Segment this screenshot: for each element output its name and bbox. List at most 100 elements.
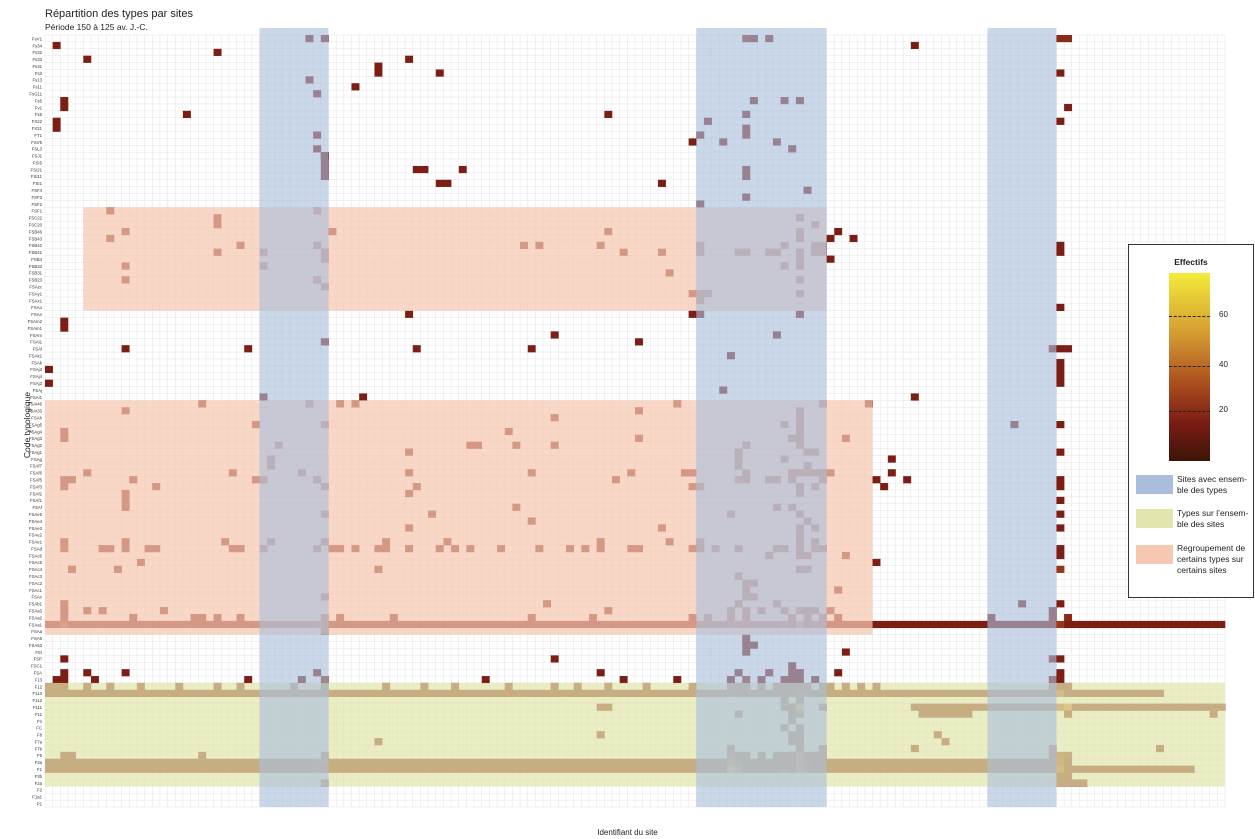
heatmap-cell (1194, 620, 1203, 629)
heatmap-cell (374, 62, 383, 70)
heatmap-cell (895, 620, 904, 629)
legend-swatch-types (1136, 509, 1173, 528)
y-tick-label: F112 (33, 698, 43, 703)
y-tick-label: FSI (35, 650, 42, 655)
heatmap-cell (1056, 248, 1065, 256)
heatmap-cell (60, 669, 69, 677)
y-tick-label: FSAi46 (28, 402, 43, 407)
heatmap-cell (834, 228, 843, 236)
chart-title: Répartition des types par sites (45, 8, 193, 20)
heatmap-cell (887, 469, 896, 477)
heatmap-cell (1056, 496, 1065, 505)
y-tick-label: F113 (33, 691, 43, 696)
x-axis-label: Identifiant du site (597, 828, 658, 837)
heatmap-cell (657, 179, 666, 187)
heatmap-cell (1056, 372, 1065, 380)
y-tick-label: FSAa2 (29, 615, 43, 620)
heatmap-cell (374, 69, 383, 77)
y-tick-label: FSL3 (32, 147, 43, 152)
heatmap-cell (90, 676, 99, 684)
y-tick-label: FsG11 (29, 92, 42, 97)
y-tick-label: Fs13 (32, 78, 42, 83)
heatmap-cell (83, 55, 92, 63)
y-axis-label: Code typologique (22, 391, 32, 459)
legend-swatch-groups (1136, 545, 1173, 564)
heatmap-cell (949, 620, 958, 629)
legend-label-sites: Sites avec ensem- ble des types (1177, 474, 1247, 495)
heatmap-cell (910, 393, 919, 401)
heatmap-cell (550, 331, 559, 339)
heatmap-cell (52, 41, 61, 50)
y-tick-label: FSAc4 (29, 567, 43, 572)
heatmap-cell (244, 345, 253, 353)
y-tick-label: Fs5 (35, 98, 43, 103)
y-tick-label: FSAg1 (29, 450, 43, 455)
y-tick-label: Fx5 (35, 112, 43, 117)
y-tick-label: FSAm2 (28, 319, 43, 324)
heatmap-cell (1163, 620, 1172, 629)
y-tick-label: F2a (35, 781, 43, 786)
heatmap-cell (826, 234, 835, 243)
heatmap-cell (1133, 620, 1142, 629)
heatmap-cell (926, 620, 935, 629)
y-tick-label: FSB33 (29, 264, 43, 269)
y-tick-label: F111 (33, 705, 43, 710)
heatmap-cell (979, 620, 988, 629)
heatmap-cell (1079, 620, 1088, 629)
heatmap-cell (1056, 565, 1065, 573)
y-tick-label: FSAm1 (28, 326, 43, 331)
y-tick-label: FSA (34, 671, 42, 676)
y-tick-label: FSAc5 (29, 560, 43, 565)
legend: Effectifs 60 40 20 Sites avec ensem- ble… (1128, 244, 1254, 598)
y-tick-label: FSC22 (29, 216, 43, 221)
y-tick-label: FSI5 (33, 160, 43, 165)
y-tick-label: Fs32 (32, 50, 42, 55)
heatmap-cell (60, 103, 69, 112)
y-tick-label: P1 (37, 801, 43, 806)
heatmap-cell (52, 124, 61, 132)
chart-subtitle: Période 150 à 125 av. J.-C. (45, 22, 148, 32)
y-tick-label: F1a1 (32, 795, 42, 800)
colorbar-tick-label: 60 (1219, 310, 1228, 319)
heatmap-cell (1202, 620, 1210, 629)
y-tick-label: FSI21 (31, 167, 43, 172)
legend-label-types: Types sur l’ensem- ble des sites (1177, 508, 1249, 529)
y-tick-label: F13 (35, 677, 43, 682)
colorbar (1169, 273, 1210, 461)
heatmap-cell (604, 110, 613, 119)
heatmap-cell (673, 676, 682, 684)
heatmap-cell (1056, 483, 1065, 491)
legend-label-groups: Regroupement de certains types sur certa… (1177, 543, 1246, 575)
y-tick-label: FSF1 (31, 209, 42, 214)
heatmap-cell (872, 620, 881, 629)
heatmap-cell (1110, 620, 1119, 629)
y-tick-label: FSAh (31, 415, 42, 420)
heatmap-cell (52, 676, 61, 684)
sites-band (696, 28, 827, 807)
heatmap-cell (887, 455, 896, 463)
y-tick-label: F3a (35, 760, 43, 765)
heatmap-cell (841, 648, 850, 656)
heatmap-cell (1209, 620, 1218, 629)
y-tick-label: Fv1 (35, 105, 43, 110)
heatmap-cell (405, 55, 414, 63)
y-tick-label: FSAl1 (30, 340, 42, 345)
heatmap-cell (1064, 345, 1073, 353)
legend-swatch-sites (1136, 475, 1173, 494)
heatmap-cell (964, 620, 973, 629)
y-tick-label: FSAg4 (29, 429, 43, 434)
heatmap-cell (458, 165, 467, 174)
heatmap-cell (121, 345, 130, 353)
y-tick-label: FT1 (34, 133, 42, 138)
sites-band (987, 28, 1057, 807)
y-tick-label: FSAj4 (30, 374, 42, 379)
heatmap-cell (121, 669, 130, 677)
heatmap-cell (1217, 620, 1226, 629)
heatmap-cell (83, 669, 92, 677)
y-tick-label: FSAj3 (30, 367, 42, 372)
heatmap-cell (1117, 620, 1126, 629)
y-tick-label: FSB31 (29, 271, 43, 276)
heatmap-cell (60, 317, 69, 325)
heatmap-cell (1064, 103, 1073, 112)
